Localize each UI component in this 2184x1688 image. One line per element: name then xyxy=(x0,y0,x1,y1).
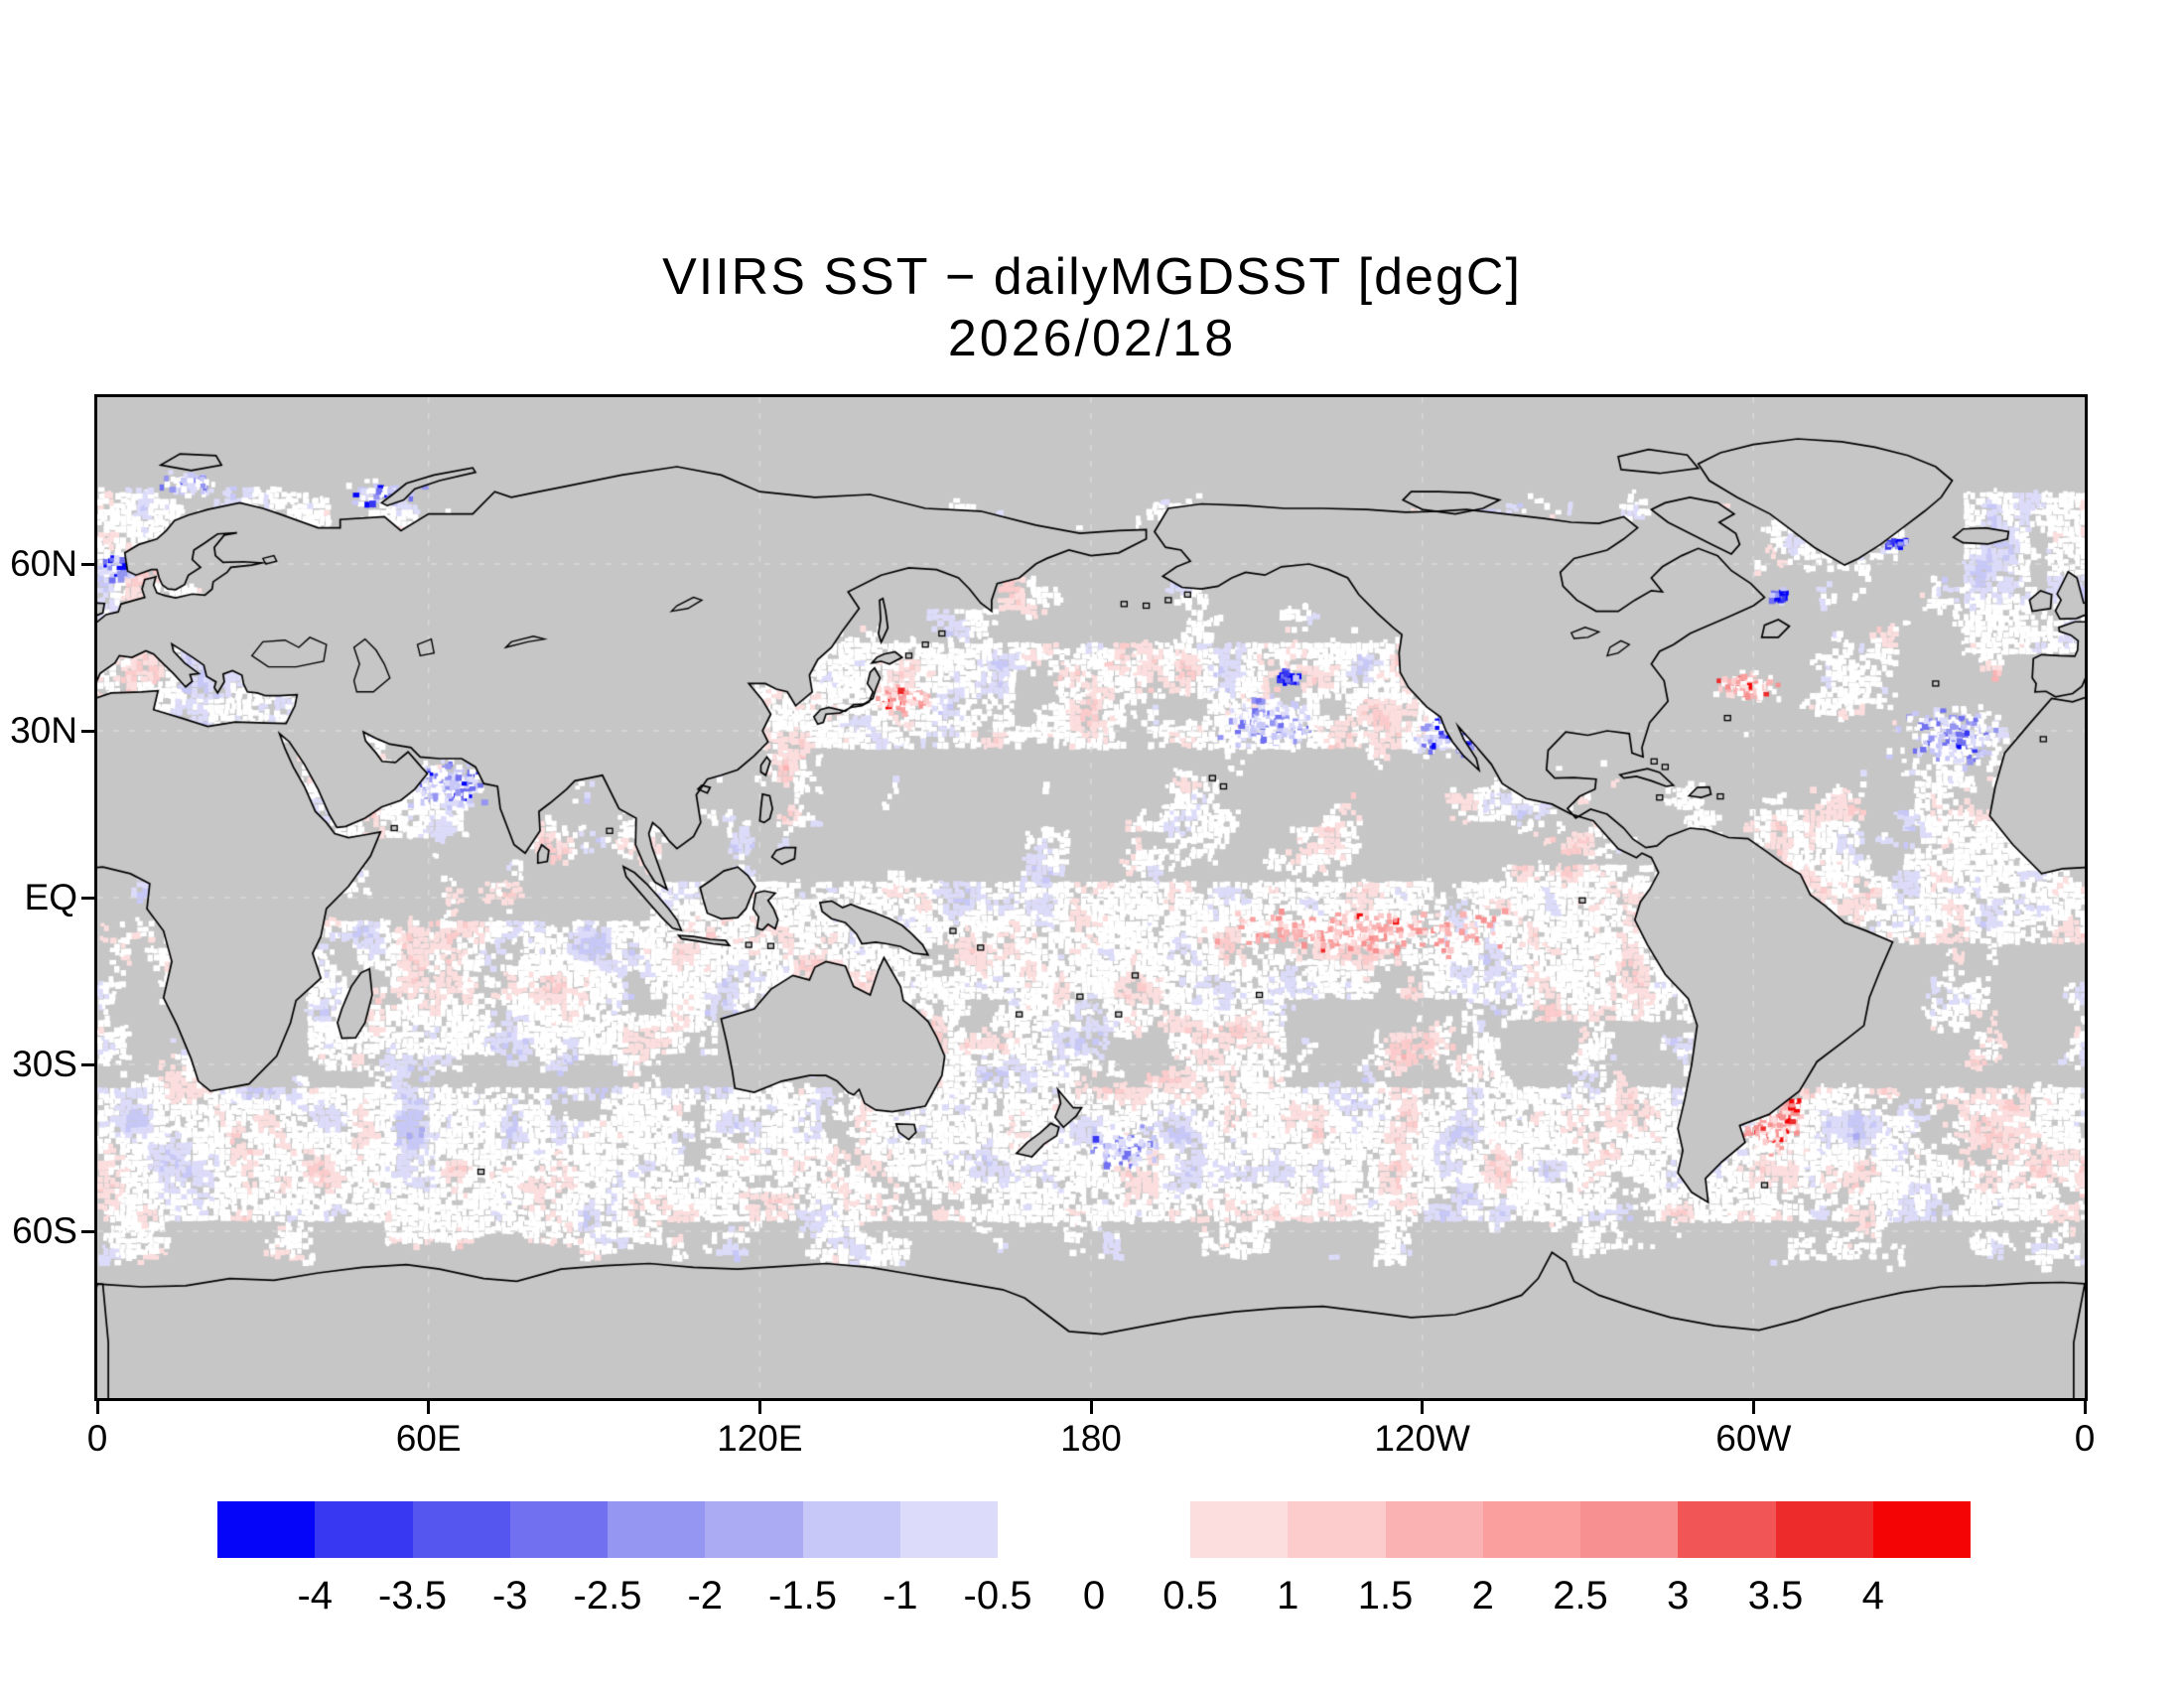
colorbar-label: -3 xyxy=(491,1574,528,1618)
colorbar-cell xyxy=(412,1501,510,1558)
colorbar-blue-bar xyxy=(217,1501,998,1558)
colorbar-label: -1 xyxy=(882,1574,918,1618)
colorbar-red-bar xyxy=(1190,1501,1971,1558)
colorbar-cell xyxy=(608,1501,706,1558)
chart-title: VIIRS SST − dailyMGDSST [degC] xyxy=(662,248,1522,306)
chart-date: 2026/02/18 xyxy=(947,310,1237,367)
x-tick-mark xyxy=(1421,1401,1425,1414)
colorbar-cell xyxy=(1385,1501,1483,1558)
x-tick-mark xyxy=(95,1401,99,1414)
map-frame xyxy=(94,394,2088,1401)
y-tick-label: EQ xyxy=(24,877,77,917)
colorbar-cell xyxy=(1580,1501,1679,1558)
title-block: VIIRS SST − dailyMGDSST [degC] 2026/02/1… xyxy=(0,246,2184,369)
colorbar-cell xyxy=(1288,1501,1386,1558)
x-tick-mark xyxy=(1751,1401,1755,1414)
x-tick-label: 120W xyxy=(1374,1418,1470,1459)
colorbar-label: 0.5 xyxy=(1162,1574,1218,1618)
colorbar-label: -1.5 xyxy=(768,1574,837,1618)
colorbar-cell xyxy=(1482,1501,1580,1558)
colorbar-label: 0 xyxy=(1082,1574,1106,1618)
colorbar-cell xyxy=(1872,1501,1971,1558)
y-tick-label: 60N xyxy=(10,543,77,584)
colorbar-cell xyxy=(315,1501,413,1558)
colorbar-cell xyxy=(217,1501,316,1558)
colorbar-label: 2.5 xyxy=(1553,1574,1608,1618)
x-tick-mark xyxy=(1089,1401,1093,1414)
x-tick-label: 0 xyxy=(2074,1418,2096,1459)
sst-map-canvas xyxy=(97,397,2085,1398)
colorbar-label: 1.5 xyxy=(1357,1574,1414,1618)
colorbar-label: 1 xyxy=(1277,1574,1299,1618)
colorbar-label: 3.5 xyxy=(1747,1574,1804,1618)
colorbar-label: -2 xyxy=(687,1574,724,1618)
x-tick-label: 60W xyxy=(1715,1418,1792,1459)
y-tick-mark xyxy=(81,896,95,900)
colorbar-label: -0.5 xyxy=(963,1574,1032,1618)
colorbar-label: 3 xyxy=(1667,1574,1690,1618)
x-tick-label: 60E xyxy=(395,1418,462,1459)
x-tick-label: 0 xyxy=(86,1418,108,1459)
y-tick-mark xyxy=(81,1062,95,1066)
colorbar-label: -3.5 xyxy=(378,1574,447,1618)
colorbar-cell xyxy=(802,1501,900,1558)
y-tick-label: 30N xyxy=(10,710,77,751)
colorbar-label: 2 xyxy=(1471,1574,1494,1618)
colorbar-cell xyxy=(1678,1501,1776,1558)
y-tick-mark xyxy=(81,729,95,733)
y-tick-mark xyxy=(81,562,95,566)
colorbar-cell xyxy=(899,1501,998,1558)
colorbar-label: -4 xyxy=(297,1574,334,1618)
y-tick-label: 30S xyxy=(12,1044,77,1084)
colorbar-cell xyxy=(509,1501,608,1558)
colorbar-cell xyxy=(1190,1501,1289,1558)
x-tick-mark xyxy=(2083,1401,2087,1414)
x-tick-label: 120E xyxy=(717,1418,803,1459)
x-tick-label: 180 xyxy=(1060,1418,1122,1459)
colorbar-cell xyxy=(705,1501,803,1558)
colorbar-cell xyxy=(1775,1501,1873,1558)
x-tick-mark xyxy=(757,1401,761,1414)
x-tick-mark xyxy=(427,1401,431,1414)
colorbar-label: 4 xyxy=(1861,1574,1884,1618)
y-tick-label: 60S xyxy=(12,1210,77,1251)
colorbar-label: -2.5 xyxy=(573,1574,642,1618)
y-tick-mark xyxy=(81,1229,95,1233)
